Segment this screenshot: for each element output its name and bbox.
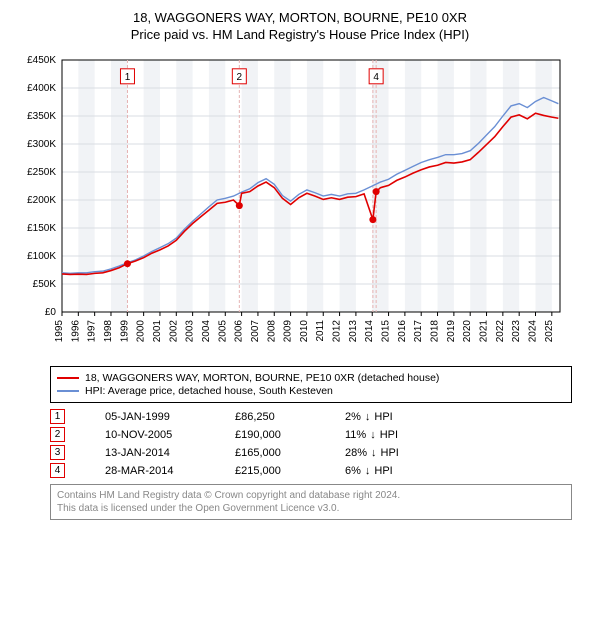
svg-text:£350K: £350K bbox=[27, 111, 56, 122]
sale-row: 3 13-JAN-2014£165,00028%↓HPI bbox=[50, 445, 572, 460]
svg-text:2011: 2011 bbox=[315, 320, 326, 342]
svg-text:£450K: £450K bbox=[27, 55, 56, 66]
svg-text:£100K: £100K bbox=[27, 251, 56, 262]
svg-text:2016: 2016 bbox=[397, 320, 408, 343]
svg-text:£0: £0 bbox=[45, 307, 57, 318]
sale-date: 10-NOV-2005 bbox=[105, 429, 235, 441]
sale-price: £86,250 bbox=[235, 411, 345, 423]
svg-text:1997: 1997 bbox=[87, 320, 98, 343]
legend-swatch bbox=[57, 377, 79, 379]
svg-text:2008: 2008 bbox=[266, 320, 277, 343]
sale-price: £215,000 bbox=[235, 465, 345, 477]
svg-text:2019: 2019 bbox=[446, 320, 457, 343]
sale-price: £165,000 bbox=[235, 447, 345, 459]
sale-date: 28-MAR-2014 bbox=[105, 465, 235, 477]
svg-text:£300K: £300K bbox=[27, 139, 56, 150]
svg-text:2005: 2005 bbox=[217, 320, 228, 343]
svg-text:2018: 2018 bbox=[430, 320, 441, 343]
sale-date: 13-JAN-2014 bbox=[105, 447, 235, 459]
svg-text:2000: 2000 bbox=[136, 320, 147, 343]
sale-date: 05-JAN-1999 bbox=[105, 411, 235, 423]
svg-text:1996: 1996 bbox=[70, 320, 81, 343]
sale-badge: 3 bbox=[50, 445, 65, 460]
chart-subtitle: Price paid vs. HM Land Registry's House … bbox=[12, 27, 588, 42]
svg-text:2003: 2003 bbox=[185, 320, 196, 343]
svg-text:1995: 1995 bbox=[54, 320, 65, 343]
svg-text:2014: 2014 bbox=[364, 320, 375, 343]
svg-text:4: 4 bbox=[373, 72, 379, 83]
arrow-down-icon: ↓ bbox=[370, 429, 376, 441]
legend-item: 18, WAGGONERS WAY, MORTON, BOURNE, PE10 … bbox=[57, 372, 565, 384]
legend-label: 18, WAGGONERS WAY, MORTON, BOURNE, PE10 … bbox=[85, 372, 439, 384]
svg-text:2013: 2013 bbox=[348, 320, 359, 343]
svg-text:2015: 2015 bbox=[381, 320, 392, 343]
svg-text:£50K: £50K bbox=[33, 279, 57, 290]
chart-area: £0 £50K £100K £150K £200K £250K £300K £350K £400… bbox=[12, 50, 588, 360]
sale-badge: 1 bbox=[50, 409, 65, 424]
sale-pct: 28%↓HPI bbox=[345, 447, 475, 459]
sale-pct: 11%↓HPI bbox=[345, 429, 475, 441]
chart-container: 18, WAGGONERS WAY, MORTON, BOURNE, PE10 … bbox=[0, 0, 600, 528]
legend-swatch bbox=[57, 390, 79, 392]
svg-text:2021: 2021 bbox=[479, 320, 490, 343]
svg-text:1: 1 bbox=[125, 72, 131, 83]
svg-text:2020: 2020 bbox=[462, 320, 473, 343]
sale-badge: 4 bbox=[50, 463, 65, 478]
arrow-down-icon: ↓ bbox=[371, 447, 377, 459]
sale-price: £190,000 bbox=[235, 429, 345, 441]
legend: 18, WAGGONERS WAY, MORTON, BOURNE, PE10 … bbox=[50, 366, 572, 403]
legend-item: HPI: Average price, detached house, Sout… bbox=[57, 385, 565, 397]
svg-text:2007: 2007 bbox=[250, 320, 261, 343]
chart-title: 18, WAGGONERS WAY, MORTON, BOURNE, PE10 … bbox=[12, 10, 588, 25]
svg-text:2025: 2025 bbox=[544, 320, 555, 343]
svg-text:£150K: £150K bbox=[27, 223, 56, 234]
svg-text:2: 2 bbox=[237, 72, 243, 83]
svg-text:2006: 2006 bbox=[234, 320, 245, 343]
svg-text:2001: 2001 bbox=[152, 320, 163, 343]
svg-text:£400K: £400K bbox=[27, 83, 56, 94]
arrow-down-icon: ↓ bbox=[365, 465, 371, 477]
svg-text:1999: 1999 bbox=[119, 320, 130, 343]
sale-badge: 2 bbox=[50, 427, 65, 442]
svg-text:2002: 2002 bbox=[168, 320, 179, 343]
sale-pct: 2%↓HPI bbox=[345, 411, 475, 423]
arrow-down-icon: ↓ bbox=[365, 411, 371, 423]
svg-text:2022: 2022 bbox=[495, 320, 506, 343]
svg-text:2023: 2023 bbox=[511, 320, 522, 343]
footer-line: This data is licensed under the Open Gov… bbox=[57, 502, 565, 515]
svg-text:£200K: £200K bbox=[27, 195, 56, 206]
svg-text:1998: 1998 bbox=[103, 320, 114, 343]
footer-line: Contains HM Land Registry data © Crown c… bbox=[57, 489, 565, 502]
sale-row: 1 05-JAN-1999£86,2502%↓HPI bbox=[50, 409, 572, 424]
svg-text:2012: 2012 bbox=[332, 320, 343, 343]
svg-text:£250K: £250K bbox=[27, 167, 56, 178]
license-footer: Contains HM Land Registry data © Crown c… bbox=[50, 484, 572, 520]
svg-text:2010: 2010 bbox=[299, 320, 310, 343]
legend-label: HPI: Average price, detached house, Sout… bbox=[85, 385, 333, 397]
svg-text:2009: 2009 bbox=[283, 320, 294, 343]
svg-text:2024: 2024 bbox=[528, 320, 539, 343]
sales-table: 1 05-JAN-1999£86,2502%↓HPI 2 10-NOV-2005£19… bbox=[50, 409, 572, 478]
svg-text:2004: 2004 bbox=[201, 320, 212, 343]
line-chart: £0 £50K £100K £150K £200K £250K £300K £350K £400… bbox=[12, 50, 572, 360]
sale-pct: 6%↓HPI bbox=[345, 465, 475, 477]
svg-text:2017: 2017 bbox=[413, 320, 424, 343]
sale-row: 2 10-NOV-2005£190,00011%↓HPI bbox=[50, 427, 572, 442]
sale-row: 4 28-MAR-2014£215,0006%↓HPI bbox=[50, 463, 572, 478]
